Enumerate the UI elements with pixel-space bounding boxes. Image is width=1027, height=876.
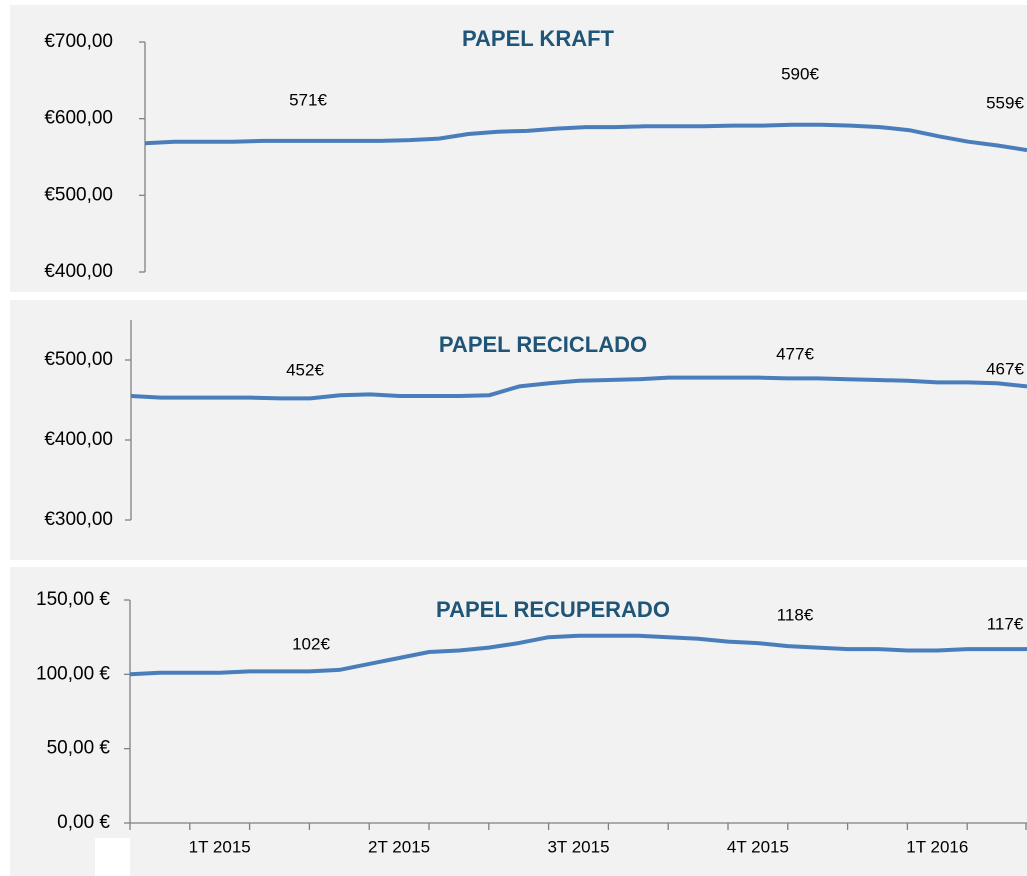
panel-background	[10, 5, 1027, 292]
y-tick-label: €600,00	[44, 108, 113, 129]
panel-background	[10, 567, 1027, 876]
annotation: 477€	[776, 344, 814, 363]
annotation: 117€	[987, 614, 1024, 633]
x-tick-label: 1T 2016	[906, 837, 968, 856]
annotation: 102€	[292, 634, 330, 653]
chart-title: PAPEL RECUPERADO	[436, 597, 670, 622]
y-tick-label: €500,00	[44, 184, 113, 205]
line	[129, 633, 1027, 677]
annotation: 452€	[286, 360, 324, 379]
y-tick-label: €400,00	[44, 429, 113, 450]
annotation: 571€	[289, 90, 327, 109]
annotation: 590€	[781, 64, 819, 83]
line	[130, 375, 1027, 401]
x-tick-label: 1T 2015	[189, 837, 251, 856]
annotation: 118€	[777, 605, 814, 624]
x-tick-label: 2T 2015	[368, 837, 430, 856]
y-tick-label: €700,00	[44, 31, 113, 52]
y-tick-label: €400,00	[44, 261, 113, 282]
y-tick-label: 50,00 €	[47, 738, 111, 759]
blank-patch	[95, 838, 130, 876]
x-tick-label: 3T 2015	[547, 837, 609, 856]
y-tick-label: 150,00 €	[36, 589, 110, 610]
y-tick-label: 100,00 €	[36, 663, 110, 684]
chart-title: PAPEL KRAFT	[462, 26, 615, 51]
y-tick-label: 0,00 €	[57, 812, 110, 833]
y-tick-label: €500,00	[44, 349, 113, 370]
annotation: 559€	[986, 93, 1024, 112]
line	[144, 122, 1027, 153]
y-tick-label: €300,00	[44, 509, 113, 530]
annotation: 467€	[986, 359, 1024, 378]
panel-background	[10, 300, 1027, 560]
x-tick-label: 4T 2015	[727, 837, 789, 856]
chart-title: PAPEL RECICLADO	[439, 332, 647, 357]
